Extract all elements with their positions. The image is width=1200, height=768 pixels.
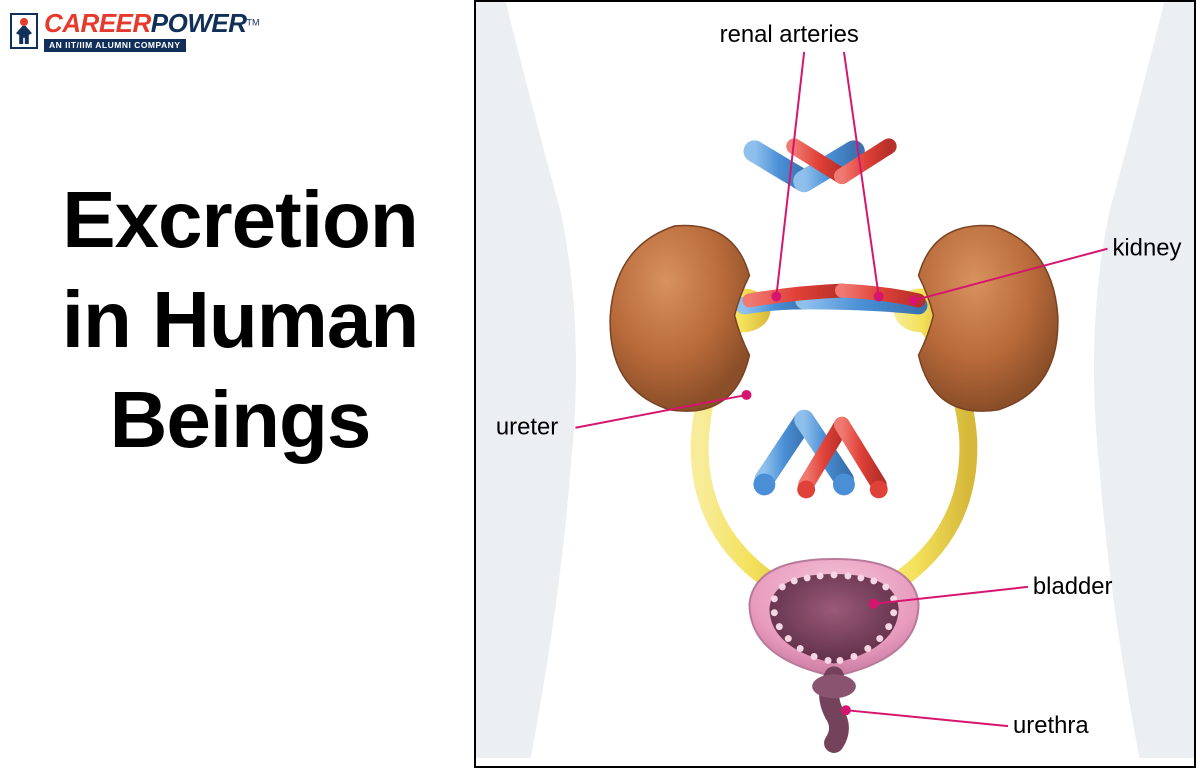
- logo-icon: [10, 13, 38, 49]
- label-bladder: bladder: [1033, 573, 1113, 600]
- logo-subtitle: AN IIT/IIM ALUMNI COMPANY: [44, 39, 186, 52]
- logo-tm: TM: [247, 18, 260, 28]
- career-power-logo: CAREERPOWERTM AN IIT/IIM ALUMNI COMPANY: [10, 10, 260, 52]
- label-ureter: ureter: [496, 414, 558, 441]
- logo-career: CAREER: [44, 8, 151, 38]
- excretory-system-diagram: renal arteries kidney ureter bladder ure…: [476, 2, 1194, 766]
- label-urethra: urethra: [1013, 712, 1089, 739]
- page-title: Excretion in Human Beings: [20, 170, 460, 470]
- diagram-panel: renal arteries kidney ureter bladder ure…: [474, 0, 1196, 768]
- kidney-right: [919, 225, 1058, 411]
- label-renal-arteries: renal arteries: [720, 21, 859, 48]
- logo-text: CAREERPOWERTM AN IIT/IIM ALUMNI COMPANY: [44, 10, 260, 52]
- artery: [749, 146, 918, 498]
- label-kidney: kidney: [1112, 235, 1181, 262]
- logo-power: POWER: [151, 8, 247, 38]
- kidney-left: [610, 225, 749, 411]
